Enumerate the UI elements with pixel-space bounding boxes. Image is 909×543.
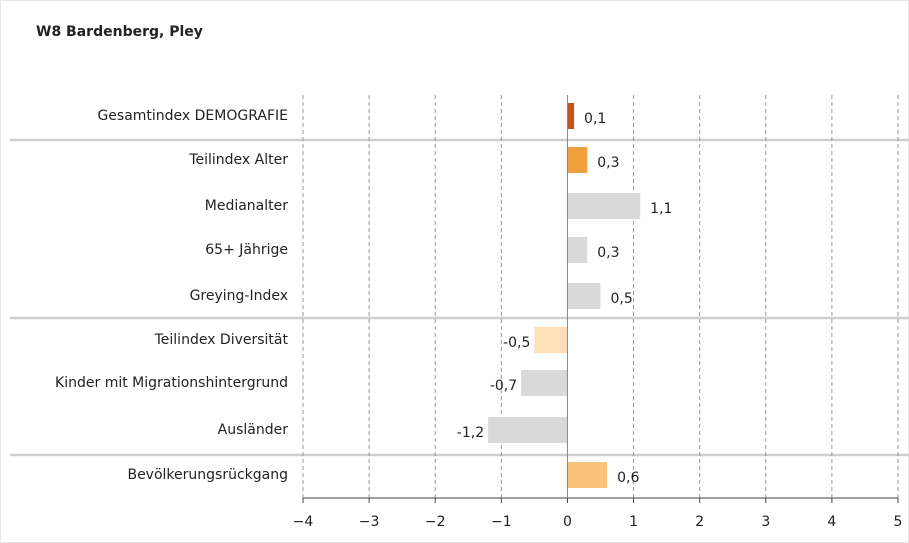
bar	[488, 417, 568, 443]
bar	[534, 327, 568, 353]
x-tick-label: −4	[293, 514, 314, 530]
y-tick-label: Medianalter	[205, 198, 288, 214]
y-tick-label: Teilindex Alter	[188, 152, 288, 168]
value-label: -1,2	[457, 425, 484, 441]
chart-title: W8 Bardenberg, Pley	[36, 24, 203, 40]
bar	[567, 147, 588, 173]
value-label: 0,6	[617, 470, 639, 486]
bar	[567, 237, 588, 263]
x-tick-label: −3	[359, 514, 380, 530]
x-tick-label: 3	[761, 514, 770, 530]
bar	[567, 283, 601, 309]
value-label: 1,1	[650, 201, 672, 217]
x-tick-label: 2	[695, 514, 704, 530]
y-tick-label: Teilindex Diversität	[154, 332, 289, 348]
value-label: 0,5	[611, 291, 633, 307]
x-tick-label: 4	[827, 514, 836, 530]
y-tick-label: Gesamtindex DEMOGRAFIE	[97, 108, 288, 124]
bar	[521, 370, 568, 396]
bar	[567, 103, 575, 129]
value-label: 0,3	[597, 245, 619, 261]
bar	[567, 193, 641, 219]
value-label: -0,7	[490, 378, 517, 394]
x-tick-label: −2	[425, 514, 446, 530]
y-tick-label: Ausländer	[218, 422, 289, 438]
x-tick-label: 1	[629, 514, 638, 530]
x-tick-label: 0	[563, 514, 572, 530]
value-label: 0,1	[584, 111, 606, 127]
x-tick-label: −1	[491, 514, 512, 530]
y-tick-label: Bevölkerungsrückgang	[127, 467, 288, 483]
x-tick-label: 5	[894, 514, 903, 530]
bar	[567, 462, 608, 488]
y-tick-label: Greying-Index	[190, 288, 288, 304]
value-label: -0,5	[503, 335, 530, 351]
y-tick-label: 65+ Jährige	[205, 242, 288, 258]
y-tick-label: Kinder mit Migrationshintergrund	[55, 375, 288, 391]
value-label: 0,3	[597, 155, 619, 171]
